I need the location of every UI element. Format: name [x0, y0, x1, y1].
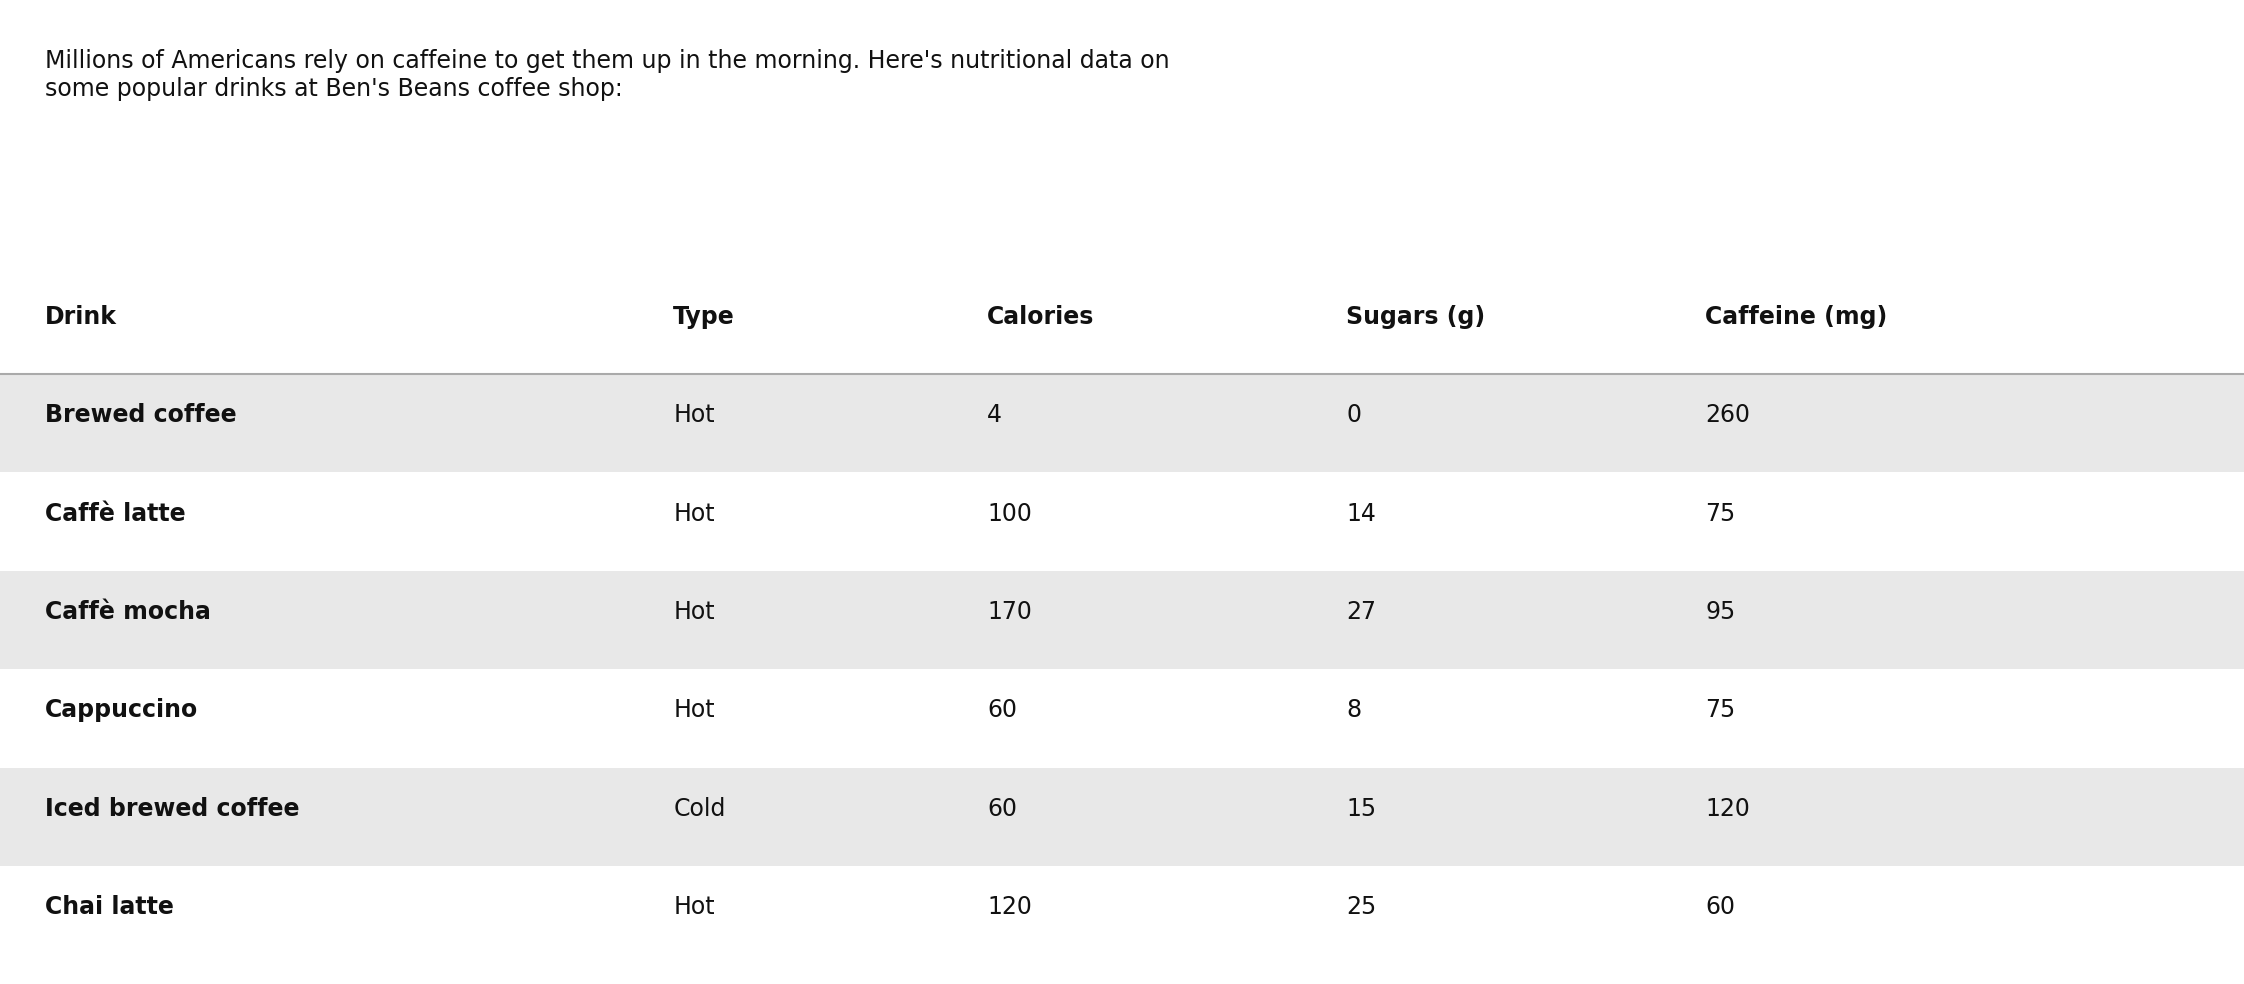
Text: 170: 170	[987, 600, 1032, 624]
Text: 120: 120	[987, 895, 1032, 919]
Text: Brewed coffee: Brewed coffee	[45, 403, 236, 427]
Text: Chai latte: Chai latte	[45, 895, 173, 919]
Text: Drink: Drink	[45, 305, 117, 329]
Text: Caffeine (mg): Caffeine (mg)	[1705, 305, 1887, 329]
Text: Calories: Calories	[987, 305, 1095, 329]
Text: Cold: Cold	[673, 797, 725, 821]
Text: 25: 25	[1346, 895, 1376, 919]
Text: 14: 14	[1346, 502, 1376, 525]
Text: 27: 27	[1346, 600, 1376, 624]
Text: 60: 60	[987, 797, 1017, 821]
Text: 120: 120	[1705, 797, 1750, 821]
Text: Hot: Hot	[673, 699, 716, 722]
Text: 75: 75	[1705, 699, 1735, 722]
Text: 60: 60	[987, 699, 1017, 722]
Text: Caffè latte: Caffè latte	[45, 502, 186, 525]
Text: Hot: Hot	[673, 502, 716, 525]
Bar	[0, 768, 2244, 866]
Text: Hot: Hot	[673, 895, 716, 919]
Text: 95: 95	[1705, 600, 1735, 624]
Text: 4: 4	[987, 403, 1003, 427]
Text: 60: 60	[1705, 895, 1735, 919]
Text: Type: Type	[673, 305, 736, 329]
Text: Cappuccino: Cappuccino	[45, 699, 197, 722]
Text: 100: 100	[987, 502, 1032, 525]
Text: Hot: Hot	[673, 600, 716, 624]
Text: 15: 15	[1346, 797, 1376, 821]
Text: Iced brewed coffee: Iced brewed coffee	[45, 797, 298, 821]
Bar	[0, 374, 2244, 472]
Text: 260: 260	[1705, 403, 1750, 427]
Text: Hot: Hot	[673, 403, 716, 427]
Bar	[0, 571, 2244, 669]
Text: 8: 8	[1346, 699, 1362, 722]
Text: Caffè mocha: Caffè mocha	[45, 600, 211, 624]
Text: 75: 75	[1705, 502, 1735, 525]
Text: Millions of Americans rely on caffeine to get them up in the morning. Here's nut: Millions of Americans rely on caffeine t…	[45, 49, 1169, 101]
Text: 0: 0	[1346, 403, 1362, 427]
Text: Sugars (g): Sugars (g)	[1346, 305, 1486, 329]
